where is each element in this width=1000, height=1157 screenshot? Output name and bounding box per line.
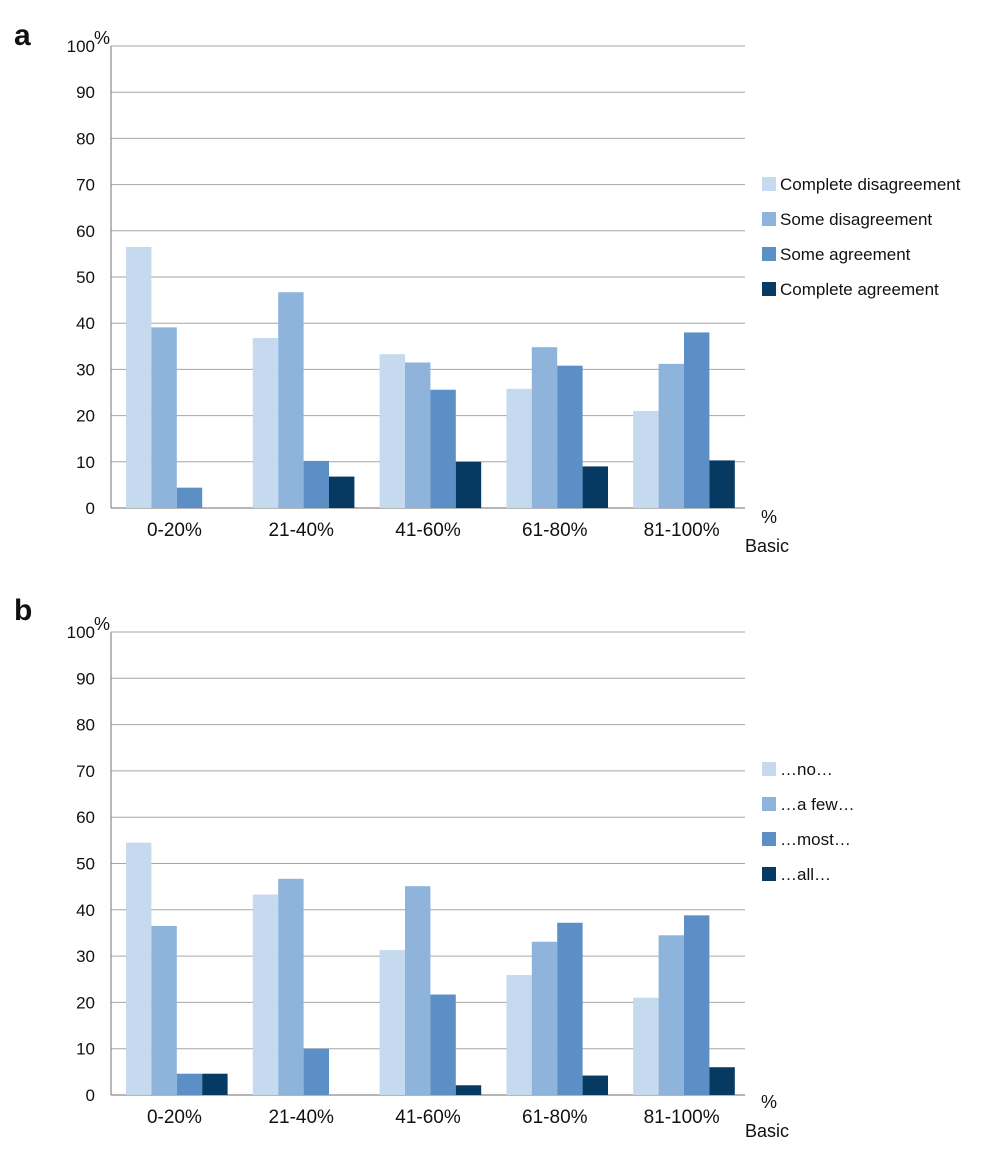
- y-axis-unit: %: [94, 614, 110, 634]
- y-tick-label: 40: [76, 901, 95, 920]
- bar: [252, 337, 279, 508]
- x-axis-unit: %: [761, 507, 777, 527]
- x-axis-unit: %: [761, 1092, 777, 1112]
- bar: [455, 1085, 482, 1095]
- y-tick-label: 90: [76, 669, 95, 688]
- bar: [684, 332, 710, 508]
- y-tick-label: 50: [76, 268, 95, 287]
- y-tick-label: 0: [86, 499, 95, 518]
- panel-label: b: [14, 594, 32, 627]
- legend-label: …a few…: [780, 795, 855, 814]
- bar: [278, 878, 304, 1095]
- legend-label: Complete agreement: [780, 280, 939, 299]
- bar: [405, 362, 431, 508]
- bar: [151, 926, 177, 1095]
- bar: [151, 327, 177, 508]
- legend-swatch: [762, 797, 776, 811]
- x-tick-label: 0-20%: [147, 520, 202, 541]
- x-tick-label: 21-40%: [268, 1107, 334, 1128]
- legend-label: Some agreement: [780, 245, 911, 264]
- y-tick-label: 10: [76, 1040, 95, 1059]
- legend-swatch: [762, 762, 776, 776]
- x-tick-label: 81-100%: [644, 1107, 720, 1128]
- bar: [531, 347, 558, 508]
- chart-panel-a: a % % Basic 0 10 20 30 40 50 60 70 80 90 100 0-20% 2…: [14, 19, 961, 556]
- bar: [582, 466, 608, 508]
- bar: [278, 292, 304, 508]
- bar: [379, 354, 405, 508]
- bar: [455, 461, 482, 508]
- y-tick-label: 100: [67, 623, 95, 642]
- legend-label: …no…: [780, 760, 833, 779]
- bar: [582, 1075, 608, 1095]
- y-tick-label: 30: [76, 947, 95, 966]
- y-tick-label: 60: [76, 808, 95, 827]
- x-tick-label: 41-60%: [395, 520, 461, 541]
- y-tick-label: 70: [76, 762, 95, 781]
- y-tick-label: 80: [76, 716, 95, 735]
- y-tick-label: 10: [76, 453, 95, 472]
- y-tick-label: 50: [76, 855, 95, 874]
- y-tick-label: 80: [76, 129, 95, 148]
- chart-panel-b: b % % Basic 0 10 20 30 40 50 60 70 80 90 100 0-20% 2…: [14, 594, 855, 1141]
- y-tick-label: 100: [67, 37, 95, 56]
- bar: [709, 1067, 735, 1095]
- bar: [379, 950, 405, 1095]
- bar: [329, 476, 355, 508]
- y-tick-label: 40: [76, 314, 95, 333]
- bar: [557, 365, 583, 508]
- bar: [303, 460, 329, 508]
- bar: [531, 941, 558, 1095]
- x-tick-label: 61-80%: [522, 1107, 588, 1128]
- y-tick-label: 30: [76, 360, 95, 379]
- y-tick-label: 90: [76, 83, 95, 102]
- bar: [126, 842, 152, 1095]
- x-tick-label: 41-60%: [395, 1107, 461, 1128]
- x-tick-label: 81-100%: [644, 520, 720, 541]
- bar: [126, 246, 152, 508]
- legend-label: …all…: [780, 865, 831, 884]
- bar: [684, 915, 710, 1095]
- x-axis-label: Basic: [745, 536, 789, 556]
- bar: [506, 975, 532, 1095]
- legend-swatch: [762, 832, 776, 846]
- bar: [202, 1073, 228, 1095]
- x-axis-label: Basic: [745, 1121, 789, 1141]
- legend-swatch: [762, 212, 776, 226]
- legend-swatch: [762, 247, 776, 261]
- x-tick-label: 61-80%: [522, 520, 588, 541]
- bar: [633, 997, 659, 1095]
- legend-label: Some disagreement: [780, 210, 932, 229]
- y-tick-label: 20: [76, 993, 95, 1012]
- x-tick-label: 0-20%: [147, 1107, 202, 1128]
- bar: [303, 1048, 329, 1095]
- bar: [658, 935, 684, 1095]
- bar: [176, 1073, 203, 1095]
- legend-swatch: [762, 177, 776, 191]
- bar: [430, 994, 456, 1095]
- legend-label: …most…: [780, 830, 851, 849]
- bar: [252, 894, 279, 1095]
- bar: [506, 388, 532, 508]
- bar: [633, 410, 659, 508]
- panel-label: a: [14, 19, 31, 52]
- bar: [176, 487, 203, 508]
- y-tick-label: 0: [86, 1086, 95, 1105]
- y-tick-label: 20: [76, 407, 95, 426]
- legend-label: Complete disagreement: [780, 175, 961, 194]
- bar: [405, 886, 431, 1095]
- y-tick-label: 60: [76, 222, 95, 241]
- legend-swatch: [762, 282, 776, 296]
- y-tick-label: 70: [76, 176, 95, 195]
- x-tick-label: 21-40%: [268, 520, 334, 541]
- legend-swatch: [762, 867, 776, 881]
- bar: [709, 460, 735, 508]
- bar: [430, 389, 456, 508]
- y-axis-unit: %: [94, 28, 110, 48]
- bar: [658, 363, 684, 508]
- bar: [557, 922, 583, 1095]
